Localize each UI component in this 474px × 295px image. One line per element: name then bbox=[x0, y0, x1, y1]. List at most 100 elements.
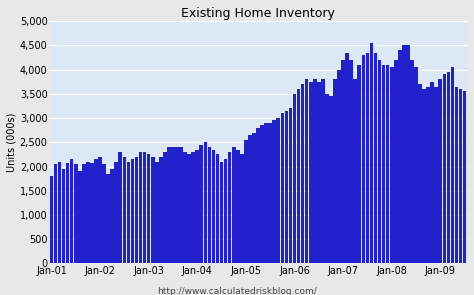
Bar bbox=[94, 159, 98, 263]
Bar bbox=[147, 154, 150, 263]
Bar bbox=[297, 89, 301, 263]
Bar bbox=[151, 157, 155, 263]
Bar bbox=[163, 152, 167, 263]
Bar bbox=[349, 60, 353, 263]
Bar bbox=[398, 50, 401, 263]
Bar bbox=[333, 79, 337, 263]
Bar bbox=[70, 159, 73, 263]
Bar bbox=[394, 60, 398, 263]
Bar bbox=[66, 163, 70, 263]
Bar bbox=[106, 174, 110, 263]
Bar bbox=[208, 147, 211, 263]
Title: Existing Home Inventory: Existing Home Inventory bbox=[181, 7, 335, 20]
Bar bbox=[438, 79, 442, 263]
Bar bbox=[78, 171, 82, 263]
Bar bbox=[122, 157, 126, 263]
Bar bbox=[179, 147, 183, 263]
Bar bbox=[143, 152, 146, 263]
Bar bbox=[131, 159, 134, 263]
Bar bbox=[183, 152, 187, 263]
Bar bbox=[54, 164, 57, 263]
Bar bbox=[211, 150, 215, 263]
Bar bbox=[443, 74, 446, 263]
Bar bbox=[426, 86, 430, 263]
Bar bbox=[455, 86, 458, 263]
Bar bbox=[127, 162, 130, 263]
Bar bbox=[317, 82, 320, 263]
Bar bbox=[362, 55, 365, 263]
Bar bbox=[309, 82, 312, 263]
Bar bbox=[430, 82, 434, 263]
Bar bbox=[418, 84, 422, 263]
Bar bbox=[228, 152, 231, 263]
Bar bbox=[422, 89, 426, 263]
Bar bbox=[447, 72, 450, 263]
Bar bbox=[62, 169, 65, 263]
Bar bbox=[74, 164, 78, 263]
Bar bbox=[191, 152, 195, 263]
Bar bbox=[273, 120, 276, 263]
Bar bbox=[281, 113, 284, 263]
Bar bbox=[337, 70, 341, 263]
Bar bbox=[110, 169, 114, 263]
Bar bbox=[264, 123, 268, 263]
Bar bbox=[118, 152, 122, 263]
Bar bbox=[365, 53, 369, 263]
Bar bbox=[370, 43, 373, 263]
Bar bbox=[224, 159, 228, 263]
Bar bbox=[187, 154, 191, 263]
Bar bbox=[459, 89, 463, 263]
Bar bbox=[284, 111, 288, 263]
Bar bbox=[260, 125, 264, 263]
Bar bbox=[171, 147, 175, 263]
Bar bbox=[90, 163, 94, 263]
Bar bbox=[305, 79, 309, 263]
Bar bbox=[175, 147, 179, 263]
Bar bbox=[256, 128, 260, 263]
Bar bbox=[435, 86, 438, 263]
Bar bbox=[341, 60, 345, 263]
Bar bbox=[203, 142, 207, 263]
Y-axis label: Units (000s): Units (000s) bbox=[7, 113, 17, 172]
Bar bbox=[268, 123, 272, 263]
Bar bbox=[321, 79, 325, 263]
Bar bbox=[252, 132, 256, 263]
Bar bbox=[329, 96, 333, 263]
Bar bbox=[98, 157, 102, 263]
Bar bbox=[244, 140, 248, 263]
Bar bbox=[346, 53, 349, 263]
Bar bbox=[240, 154, 244, 263]
Bar bbox=[276, 118, 280, 263]
Bar bbox=[155, 162, 159, 263]
Bar bbox=[167, 147, 171, 263]
Bar bbox=[382, 65, 385, 263]
Bar bbox=[289, 108, 292, 263]
Bar bbox=[50, 176, 53, 263]
Bar bbox=[374, 53, 377, 263]
Bar bbox=[402, 45, 406, 263]
Bar bbox=[313, 79, 317, 263]
Bar bbox=[357, 65, 361, 263]
Bar bbox=[195, 150, 199, 263]
Text: http://www.calculatedriskblog.com/: http://www.calculatedriskblog.com/ bbox=[157, 286, 317, 295]
Bar bbox=[159, 157, 163, 263]
Bar bbox=[135, 157, 138, 263]
Bar bbox=[216, 154, 219, 263]
Bar bbox=[390, 67, 393, 263]
Bar bbox=[301, 84, 304, 263]
Bar bbox=[414, 67, 418, 263]
Bar bbox=[406, 45, 410, 263]
Bar bbox=[292, 94, 296, 263]
Bar bbox=[463, 91, 466, 263]
Bar bbox=[114, 162, 118, 263]
Bar bbox=[248, 135, 252, 263]
Bar bbox=[139, 152, 142, 263]
Bar bbox=[378, 60, 382, 263]
Bar bbox=[220, 162, 223, 263]
Bar bbox=[232, 147, 236, 263]
Bar bbox=[451, 67, 454, 263]
Bar bbox=[102, 164, 106, 263]
Bar bbox=[325, 94, 328, 263]
Bar bbox=[82, 164, 86, 263]
Bar bbox=[410, 60, 414, 263]
